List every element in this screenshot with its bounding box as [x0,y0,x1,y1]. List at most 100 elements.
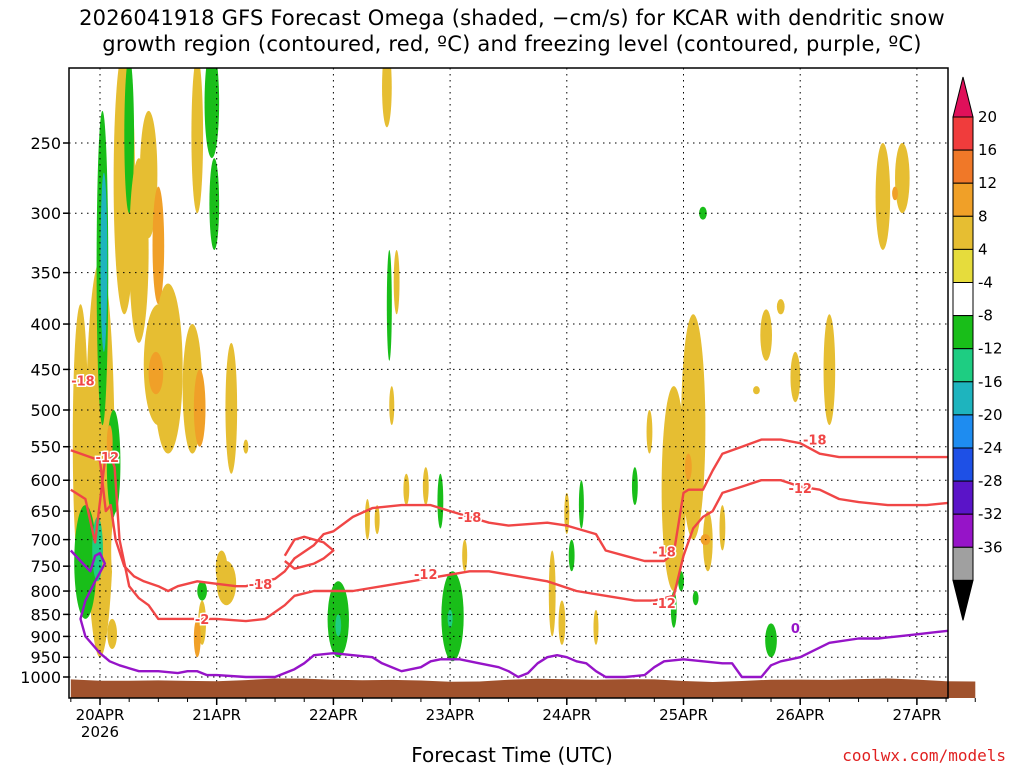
colorbar-label-0: 20 [978,108,997,126]
omega-region-20 [191,68,204,214]
colorbar-label-2: 12 [978,174,997,192]
contour-label-7: -12 [652,597,676,612]
contour-2 [283,535,335,570]
omega-region-36 [422,467,429,506]
contour-label-6: -18 [652,546,676,561]
omega-region-3 [100,172,108,352]
colorbar-bin-1 [952,116,974,151]
omega-region-55 [681,314,706,540]
omega-region-48 [568,539,575,572]
x-tick-label-23APR: 23APR [426,706,475,724]
chart-title-line-2: growth region (contoured, red, ºC) and f… [102,32,922,56]
y-tick-label-950: 950 [30,648,61,667]
colorbar-bin-14 [952,546,974,581]
y-tick-label-650: 650 [30,502,61,521]
y-tick-label-500: 500 [30,401,61,420]
omega-region-26 [193,618,201,658]
omega-region-9 [107,618,118,650]
y-tick-label-850: 850 [30,605,61,624]
contour-label-4: -18 [458,511,482,526]
y-tick-label-550: 550 [30,438,61,457]
omega-region-72 [892,186,898,201]
y-axis: 250 300 350 400 450 500 550 600 650 700 750 800 850 9… [20,134,69,687]
x-tick-label-27APR: 27APR [892,706,941,724]
omega-region-33 [386,249,392,361]
colorbar-label-8: -16 [978,373,1003,391]
colorbar-bin-6 [952,282,974,317]
omega-region-56 [684,453,692,481]
colorbar-bin-13 [952,513,974,548]
colorbar-label-7: -12 [978,340,1003,358]
contour-label-3: -2 [195,613,209,628]
omega-region-32 [389,386,395,426]
omega-region-37 [437,473,444,529]
colorbar-label-10: -24 [978,439,1003,457]
x-tick-label-21APR: 21APR [192,706,241,724]
colorbar: 20 16 12 8 4 -4 -8 -12 -16 -20 -24 -28 -32 -36 [952,76,1003,621]
x-tick-label-24APR: 24APR [542,706,591,724]
omega-region-28 [216,561,237,606]
colorbar-bin-5 [952,248,974,283]
omega-region-21 [204,68,220,159]
omega-region-46 [548,550,556,637]
terrain-band [70,678,976,698]
contour-label-8: -18 [803,434,827,449]
x-tick-label-20APR: 20APR [76,706,125,724]
omega-region-52 [631,467,638,506]
colorbar-label-11: -28 [978,472,1003,490]
colorbar-bin-2 [952,149,974,184]
omega-region-45 [447,609,453,628]
omega-region-29 [243,439,249,454]
y-tick-label-700: 700 [30,531,61,550]
contour-1 [70,452,948,623]
y-tick-label-400: 400 [30,315,61,334]
contour-label-9: -12 [788,482,812,497]
contour-0 [70,438,948,593]
omega-region-30 [382,68,392,128]
omega-region-22 [209,158,220,250]
credit-link[interactable]: coolwx.com/models [842,746,1006,765]
contour-label-2: -18 [249,578,273,593]
omega-region-14 [152,186,165,305]
y-tick-label-250: 250 [30,134,61,153]
colorbar-bin-4 [952,215,974,250]
contour-label-10: 0 [791,622,800,637]
x-tick-label-22APR: 22APR [309,706,358,724]
colorbar-bin-10 [952,414,974,449]
omega-region-31 [393,249,400,315]
x-axis-label: Forecast Time (UTC) [411,743,613,767]
omega-region-34 [374,505,380,535]
colorbar-bin-11 [952,447,974,482]
colorbar-bin-15 [952,579,974,621]
y-tick-label-750: 750 [30,557,61,576]
omega-region-64 [776,299,785,315]
colorbar-label-1: 16 [978,141,997,159]
omega-region-17 [148,351,164,395]
colorbar-bin-0 [952,76,974,118]
omega-region-63 [760,309,772,361]
omega-region-69 [768,627,774,650]
colorbar-label-9: -20 [978,406,1003,424]
omega-region-54 [661,386,686,592]
colorbar-bin-3 [952,182,974,217]
omega-region-44 [445,591,460,654]
contour-label-0: -18 [71,374,95,389]
colorbar-bin-7 [952,315,974,350]
omega-region-38 [462,539,468,572]
chart-title-line-1: 2026041918 GFS Forecast Omega (shaded, −… [79,6,945,30]
omega-region-65 [790,351,801,403]
colorbar-label-13: -36 [978,538,1003,556]
contour-label-5: -12 [414,568,438,583]
omega-region-7 [106,425,113,461]
omega-region-66 [753,386,760,395]
omega-region-5 [92,516,103,582]
terrain-fill [70,678,976,698]
omega-region-70 [875,143,891,250]
omega-region-73 [699,206,707,220]
omega-region-53 [646,410,653,454]
omega-region-47 [558,600,566,645]
y-tick-label-1000: 1000 [20,668,61,687]
omega-region-61 [692,591,699,606]
y-tick-label-900: 900 [30,627,61,646]
